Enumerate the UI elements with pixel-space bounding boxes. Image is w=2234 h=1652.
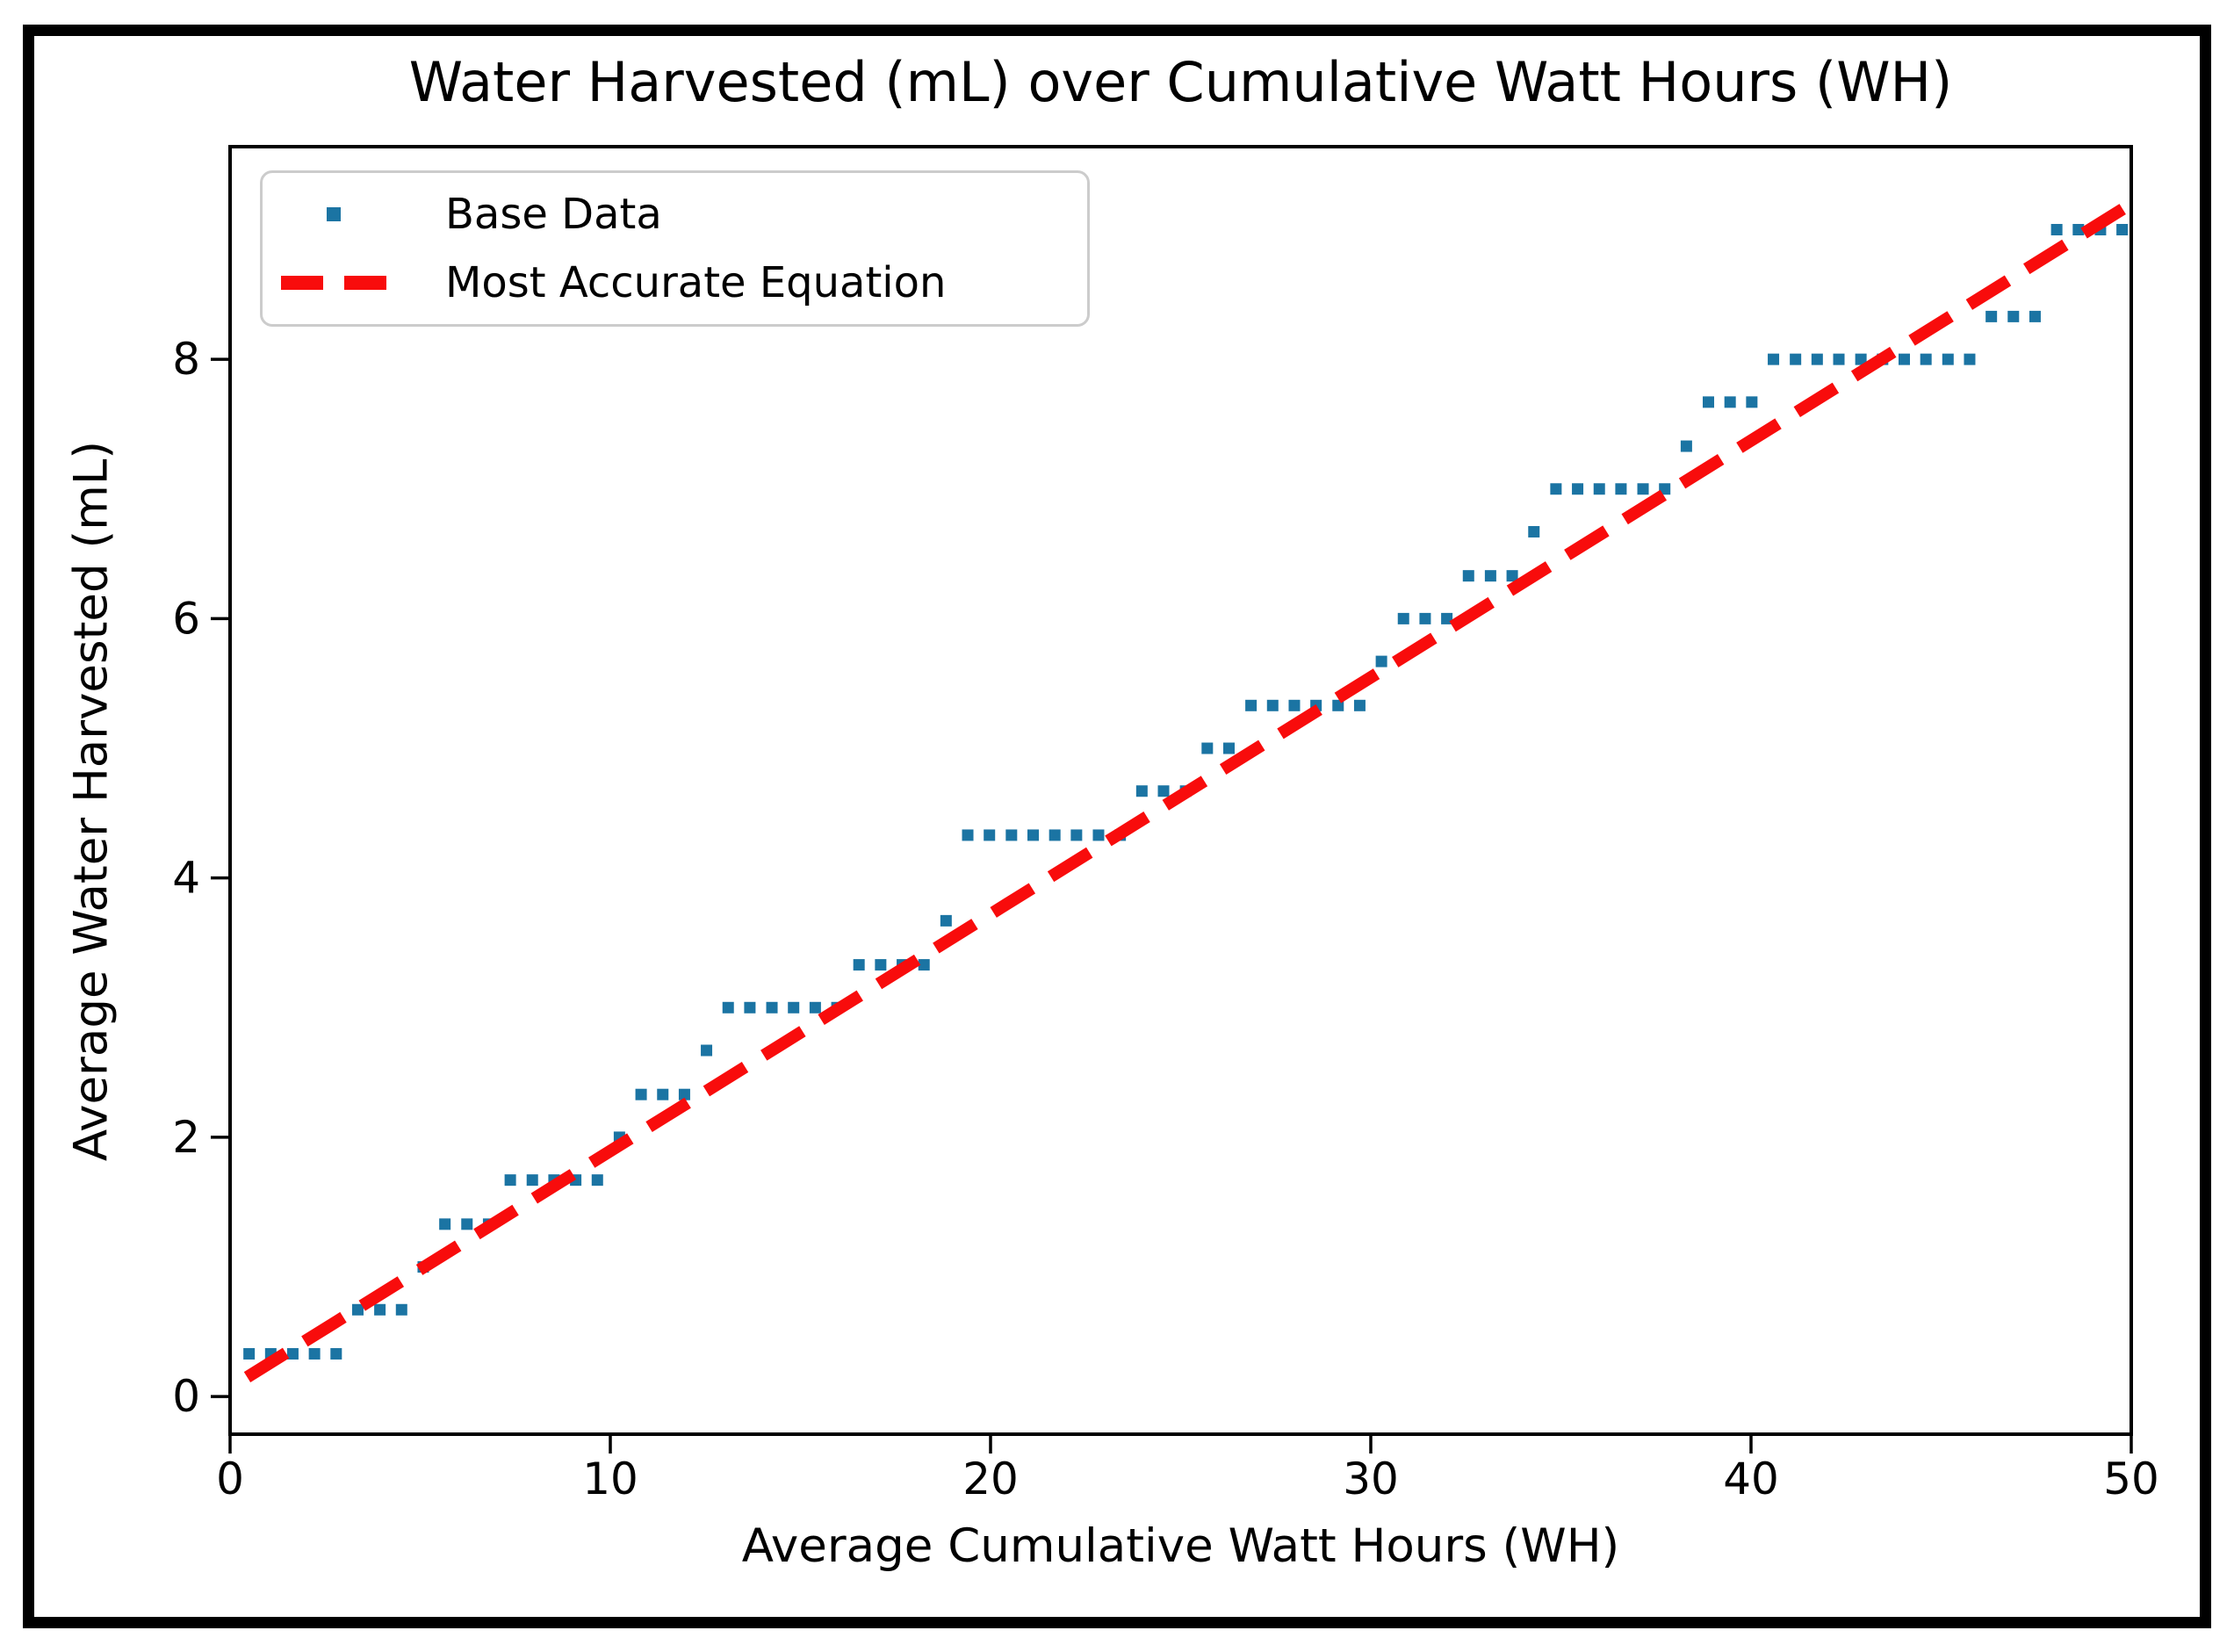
data-point	[374, 1303, 386, 1316]
data-point	[1833, 353, 1845, 365]
dashed-line-icon	[281, 276, 386, 290]
data-point	[439, 1218, 451, 1230]
data-point	[1157, 785, 1170, 797]
y-tick-label: 8	[172, 334, 200, 385]
legend-handle	[271, 276, 396, 290]
data-point	[1855, 353, 1867, 365]
x-tick-label: 10	[582, 1454, 638, 1504]
legend-item-most-accurate-equation: Most Accurate Equation	[271, 249, 1087, 317]
x-tick-label: 50	[2103, 1454, 2159, 1504]
x-tick-label: 0	[216, 1454, 244, 1504]
data-point	[308, 1347, 321, 1360]
data-point	[1288, 699, 1301, 711]
data-point	[1637, 483, 1649, 495]
data-point	[701, 1044, 713, 1057]
data-point	[2116, 223, 2129, 235]
legend: Base Data Most Accurate Equation	[260, 170, 1090, 327]
data-point	[1768, 353, 1780, 365]
data-point	[1550, 483, 1562, 495]
data-point	[1375, 655, 1387, 667]
chart-title: Water Harvested (mL) over Cumulative Wat…	[408, 50, 1953, 114]
data-point	[1222, 742, 1235, 754]
data-point	[1680, 440, 1692, 452]
data-point	[1528, 525, 1540, 537]
data-point	[1397, 612, 1409, 624]
data-point	[1703, 396, 1715, 408]
data-point	[1920, 353, 1932, 365]
axes-spines	[228, 145, 2133, 1436]
x-tick-label: 30	[1343, 1454, 1399, 1504]
data-point	[1266, 699, 1279, 711]
data-point	[875, 959, 887, 971]
data-point	[461, 1218, 473, 1230]
data-point	[351, 1303, 364, 1316]
y-tick-label: 2	[172, 1112, 200, 1163]
data-point	[2072, 223, 2085, 235]
trend-line	[243, 198, 2135, 1382]
data-point	[1092, 829, 1105, 841]
x-tick-label: 20	[962, 1454, 1019, 1504]
data-point	[1353, 699, 1366, 711]
scatter-marker-icon	[327, 207, 341, 221]
data-point	[1070, 829, 1083, 841]
data-point	[591, 1174, 603, 1187]
data-point	[1135, 785, 1148, 797]
data-point	[1005, 829, 1018, 841]
data-point	[1964, 353, 1976, 365]
data-point	[1462, 570, 1474, 582]
data-point	[962, 829, 974, 841]
data-point	[1724, 396, 1736, 408]
data-point	[1615, 483, 1627, 495]
data-point	[1985, 310, 1998, 322]
data-point	[678, 1088, 690, 1100]
legend-label-most-accurate-equation: Most Accurate Equation	[445, 258, 947, 307]
data-point	[1027, 829, 1039, 841]
data-point	[1942, 353, 1954, 365]
data-point	[1506, 570, 1518, 582]
data-point	[2029, 310, 2041, 322]
y-tick-label: 4	[172, 853, 200, 904]
data-point	[2050, 223, 2063, 235]
data-point	[657, 1088, 669, 1100]
data-point	[788, 1001, 800, 1014]
data-point	[330, 1347, 342, 1360]
data-point	[722, 1001, 734, 1014]
data-point	[809, 1001, 821, 1014]
y-tick-label: 6	[172, 593, 200, 644]
data-point	[395, 1303, 407, 1316]
data-point	[635, 1088, 647, 1100]
data-point	[1201, 742, 1214, 754]
legend-label-base-data: Base Data	[445, 190, 662, 239]
data-point	[526, 1174, 538, 1187]
data-point	[504, 1174, 516, 1187]
data-point	[286, 1347, 299, 1360]
data-point	[1811, 353, 1823, 365]
legend-item-base-data: Base Data	[271, 180, 1087, 249]
x-axis-label: Average Cumulative Watt Hours (WH)	[741, 1519, 1620, 1573]
data-point	[243, 1347, 256, 1360]
data-point	[853, 959, 865, 971]
data-point	[1049, 829, 1061, 841]
data-point	[1245, 699, 1258, 711]
data-point	[1572, 483, 1584, 495]
x-tick-label: 40	[1723, 1454, 1779, 1504]
y-axis-label: Average Water Harvested (mL)	[64, 440, 119, 1162]
data-point	[1484, 570, 1496, 582]
data-point	[984, 829, 996, 841]
data-point	[1898, 353, 1910, 365]
data-point	[2007, 310, 2020, 322]
data-point	[1746, 396, 1758, 408]
data-point	[1419, 612, 1431, 624]
data-point	[918, 959, 930, 971]
data-point	[1659, 483, 1671, 495]
y-tick-label: 0	[172, 1371, 200, 1422]
legend-handle	[271, 207, 396, 221]
data-point	[1790, 353, 1802, 365]
data-point	[1593, 483, 1605, 495]
data-point	[744, 1001, 756, 1014]
data-point	[940, 914, 952, 927]
data-point	[766, 1001, 778, 1014]
